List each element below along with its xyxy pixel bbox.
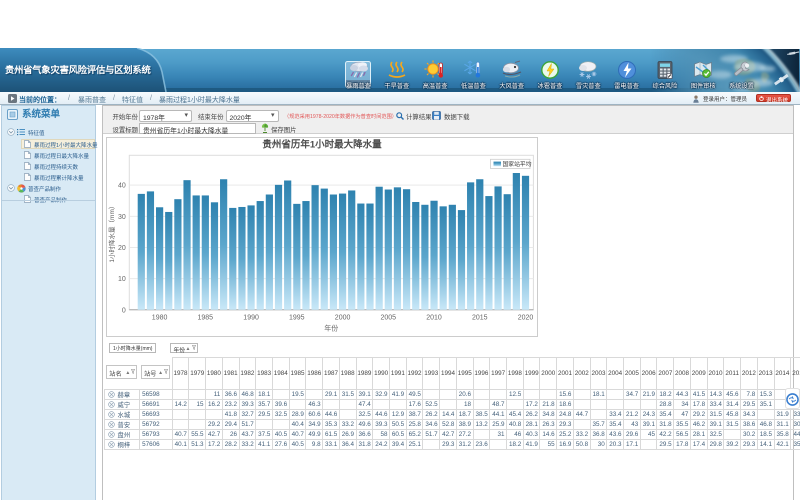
svg-text:1985: 1985 — [198, 314, 214, 321]
svg-text:年份: 年份 — [324, 323, 338, 332]
svg-text:2010: 2010 — [426, 314, 442, 321]
svg-text:10: 10 — [118, 276, 126, 283]
svg-text:1990: 1990 — [243, 314, 259, 321]
svg-text:2015: 2015 — [472, 314, 488, 321]
svg-text:2020: 2020 — [518, 314, 534, 321]
svg-text:国家站平均: 国家站平均 — [503, 160, 532, 168]
svg-text:1980: 1980 — [152, 314, 168, 321]
svg-text:2005: 2005 — [381, 314, 397, 321]
svg-text:30: 30 — [118, 214, 126, 221]
svg-text:1995: 1995 — [289, 314, 305, 321]
svg-text:1小时降水量（mm）: 1小时降水量（mm） — [107, 203, 116, 263]
svg-text:40: 40 — [118, 183, 126, 190]
svg-text:贵州省历年1小时最大降水量: 贵州省历年1小时最大降水量 — [262, 139, 382, 151]
svg-text:20: 20 — [118, 245, 126, 252]
svg-text:2000: 2000 — [335, 314, 351, 321]
svg-text:0: 0 — [122, 307, 126, 314]
